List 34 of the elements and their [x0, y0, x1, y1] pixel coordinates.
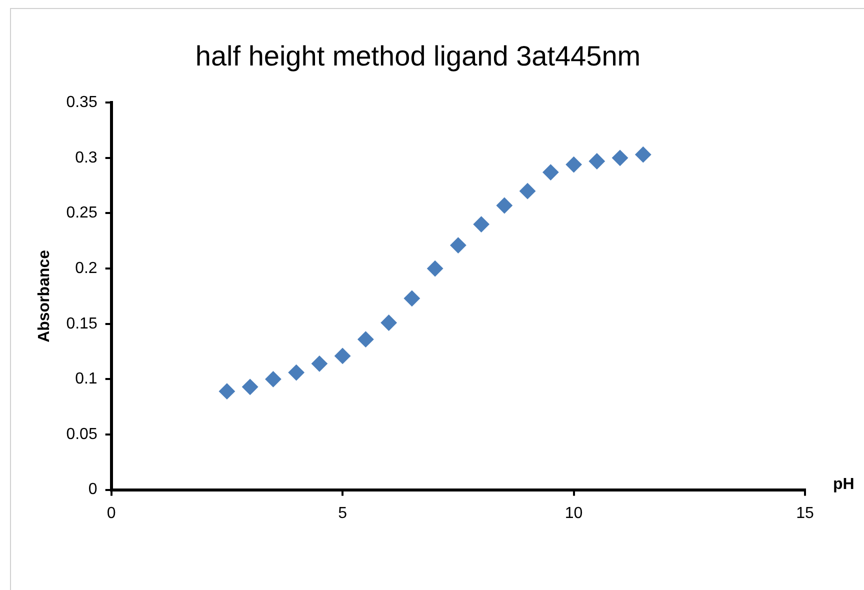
point [450, 237, 466, 254]
point [380, 314, 397, 331]
point [265, 371, 282, 388]
point [542, 164, 559, 180]
point [218, 383, 235, 400]
point [427, 260, 444, 277]
point [358, 331, 374, 348]
point [473, 216, 490, 232]
x-axis-title: pH [833, 476, 854, 494]
point [588, 153, 605, 170]
x-tick-label: 5 [338, 504, 348, 522]
point [496, 197, 512, 214]
y-tick-label: 0.15 [66, 315, 98, 332]
x-tick-label: 15 [796, 504, 814, 522]
point [288, 364, 304, 381]
y-tick-label: 0.3 [75, 149, 98, 166]
point [520, 183, 536, 200]
y-tick-label: 0.05 [66, 426, 98, 443]
y-tick-label: 0.1 [75, 370, 98, 388]
chart-title: half height method ligand 3at445nm [195, 40, 641, 72]
point [612, 150, 628, 166]
point [404, 290, 420, 306]
point [334, 348, 351, 364]
y-tick-label: 0.35 [66, 94, 98, 112]
x-tick-label: 10 [564, 504, 583, 522]
point [566, 156, 582, 173]
point [635, 146, 652, 163]
y-tick-label: 0.2 [75, 260, 98, 277]
y-tick-label: 0 [88, 481, 98, 498]
point [311, 356, 328, 372]
point [242, 378, 258, 395]
y-axis-title: Absorbance [36, 250, 54, 342]
x-tick-label: 0 [106, 504, 116, 522]
y-tick-label: 0.25 [66, 204, 98, 222]
